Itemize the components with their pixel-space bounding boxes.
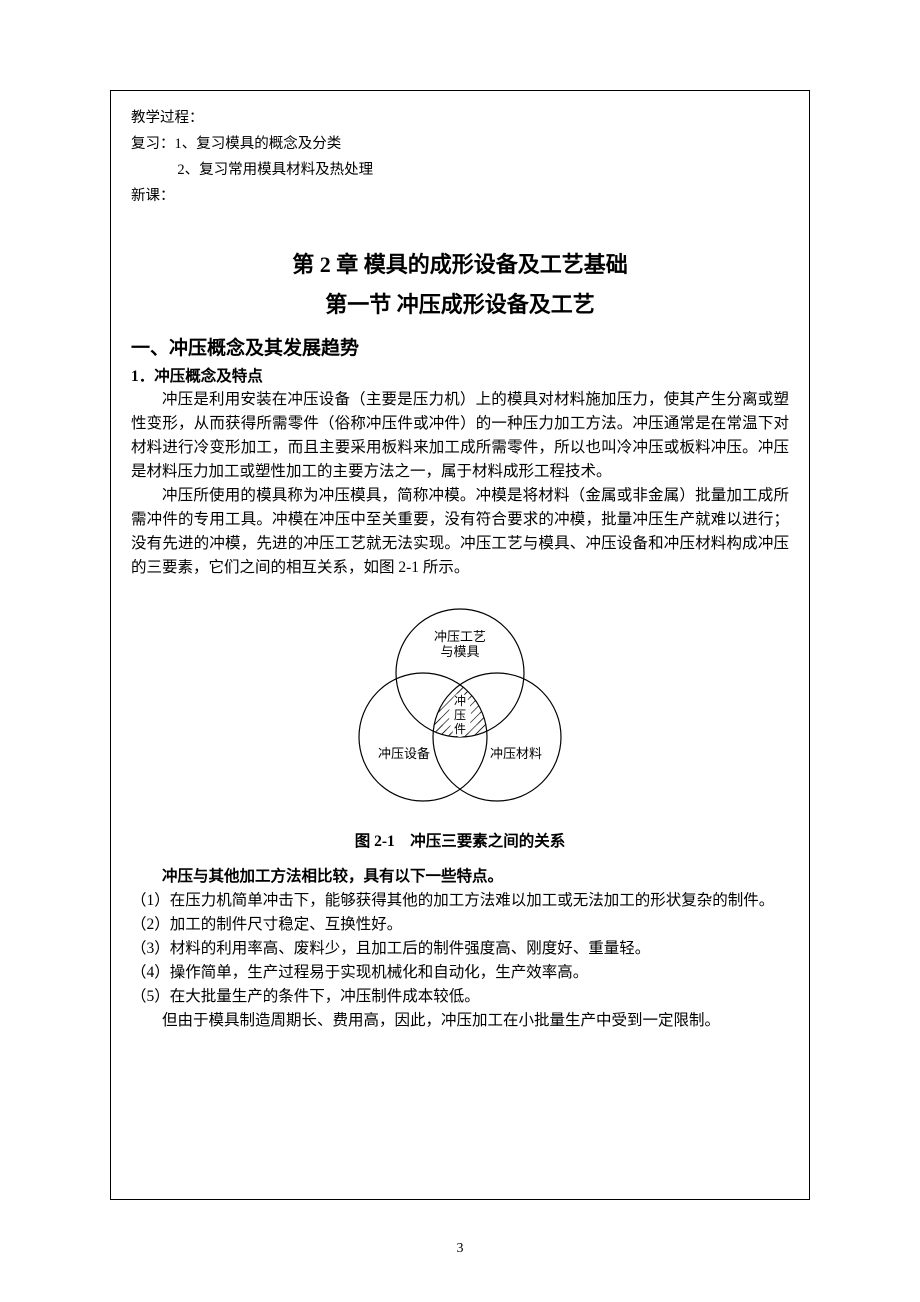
- paragraph-2: 冲压所使用的模具称为冲压模具，简称冲模。冲模是将材料（金属或非金属）批量加工成所…: [131, 484, 789, 580]
- heading-concept: 一、冲压概念及其发展趋势: [131, 333, 789, 360]
- comparison-item-4: （4）操作简单，生产过程易于实现机械化和自动化，生产效率高。: [131, 961, 789, 985]
- venn-label-top-2: 与模具: [440, 644, 479, 659]
- venn-diagram-container: 冲压工艺 与模具 冲压设备 冲压材料 冲 压 件: [131, 591, 789, 821]
- section-title: 第一节 冲压成形设备及工艺: [131, 287, 789, 319]
- process-label: 教学过程：: [131, 105, 789, 131]
- subheading-concept: 1．冲压概念及特点: [131, 364, 789, 386]
- review-line-1: 复习：1、复习模具的概念及分类: [131, 131, 789, 157]
- venn-center-2: 压: [454, 708, 466, 722]
- figure-caption: 图 2-1 冲压三要素之间的关系: [131, 829, 789, 851]
- comparison-intro: 冲压与其他加工方法相比较，具有以下一些特点。: [131, 865, 789, 889]
- venn-diagram: 冲压工艺 与模具 冲压设备 冲压材料 冲 压 件: [330, 591, 590, 821]
- venn-label-left: 冲压设备: [378, 746, 430, 761]
- comparison-item-3: （3）材料的利用率高、废料少，且加工后的制件强度高、刚度好、重量轻。: [131, 937, 789, 961]
- venn-center-1: 冲: [454, 693, 466, 708]
- new-lesson-label: 新课：: [131, 183, 789, 209]
- review-line-2: 2、复习常用模具材料及热处理: [177, 157, 789, 183]
- venn-center-3: 件: [454, 722, 466, 736]
- paragraph-1: 冲压是利用安装在冲压设备（主要是压力机）上的模具对材料施加压力，使其产生分离或塑…: [131, 388, 789, 484]
- comparison-item-2: （2）加工的制件尺寸稳定、互换性好。: [131, 913, 789, 937]
- comparison-conclusion: 但由于模具制造周期长、费用高，因此，冲压加工在小批量生产中受到一定限制。: [131, 1009, 789, 1033]
- comparison-item-1: （1）在压力机简单冲击下，能够获得其他的加工方法难以加工或无法加工的形状复杂的制…: [131, 889, 789, 913]
- page-border: 教学过程： 复习：1、复习模具的概念及分类 2、复习常用模具材料及热处理 新课：…: [110, 90, 810, 1200]
- chapter-title: 第 2 章 模具的成形设备及工艺基础: [131, 247, 789, 279]
- venn-label-top-1: 冲压工艺: [434, 629, 486, 644]
- venn-label-right: 冲压材料: [490, 746, 542, 761]
- page-number: 3: [0, 1241, 920, 1257]
- comparison-item-5: （5）在大批量生产的条件下，冲压制件成本较低。: [131, 985, 789, 1009]
